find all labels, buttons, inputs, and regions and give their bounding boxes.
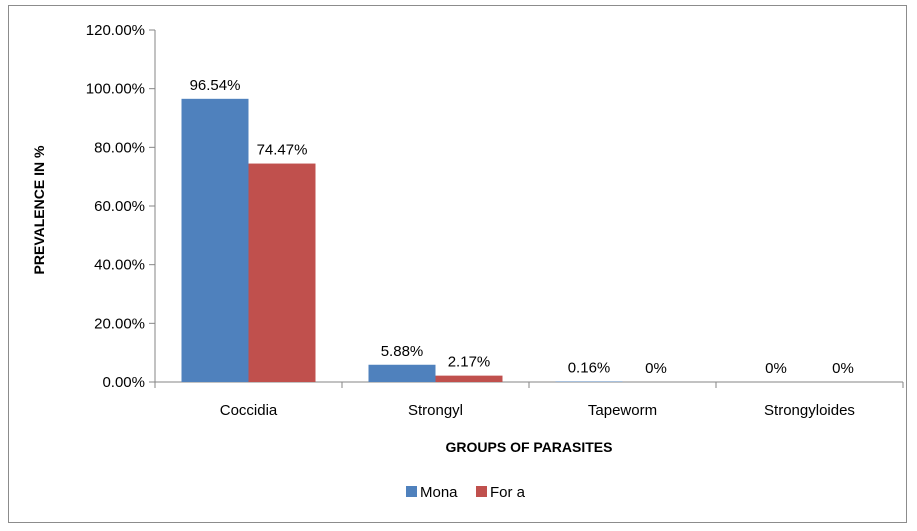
y-tick-label: 60.00%	[94, 198, 145, 215]
y-tick-label: 120.00%	[86, 22, 145, 39]
data-labels: 96.54% 74.47% 5.88% 2.17% 0.16% 0% 0% 0%	[190, 77, 854, 377]
bars	[181, 98, 623, 382]
x-axis: Coccidia Strongyl Tapeworm Strongyloides	[154, 381, 904, 419]
bar-mona-strongyl	[368, 364, 436, 382]
data-label: 0%	[645, 360, 667, 377]
chart-frame	[8, 5, 907, 523]
data-label: 0%	[765, 360, 787, 377]
data-label: 2.17%	[448, 354, 491, 371]
legend-swatch	[406, 486, 417, 497]
x-tick-label: Strongyloides	[764, 402, 855, 419]
y-axis-title: PREVALENCE IN %	[31, 145, 47, 274]
data-label: 5.88%	[381, 343, 424, 360]
bar-for-a-coccidia	[248, 163, 316, 382]
legend: Mona For a	[406, 484, 526, 501]
x-axis-title: GROUPS OF PARASITES	[446, 439, 613, 455]
bar-mona-coccidia	[181, 98, 249, 382]
y-tick-label: 100.00%	[86, 81, 145, 98]
legend-label: Mona	[420, 484, 458, 501]
y-tick-label: 40.00%	[94, 257, 145, 274]
y-tick-label: 20.00%	[94, 315, 145, 332]
data-label: 0.16%	[568, 360, 611, 377]
y-tick-label: 80.00%	[94, 139, 145, 156]
y-tick-label: 0.00%	[102, 374, 145, 391]
bar-for-a-strongyl	[435, 375, 503, 382]
data-label: 0%	[832, 360, 854, 377]
data-label: 96.54%	[190, 77, 241, 94]
legend-label: For a	[490, 484, 526, 501]
x-tick-label: Tapeworm	[588, 402, 657, 419]
legend-swatch	[476, 486, 487, 497]
data-label: 74.47%	[257, 142, 308, 159]
x-tick-label: Strongyl	[408, 402, 463, 419]
y-axis: 0.00% 20.00% 40.00% 60.00% 80.00% 100.00% 120.…	[86, 22, 156, 391]
x-tick-label: Coccidia	[220, 402, 278, 419]
